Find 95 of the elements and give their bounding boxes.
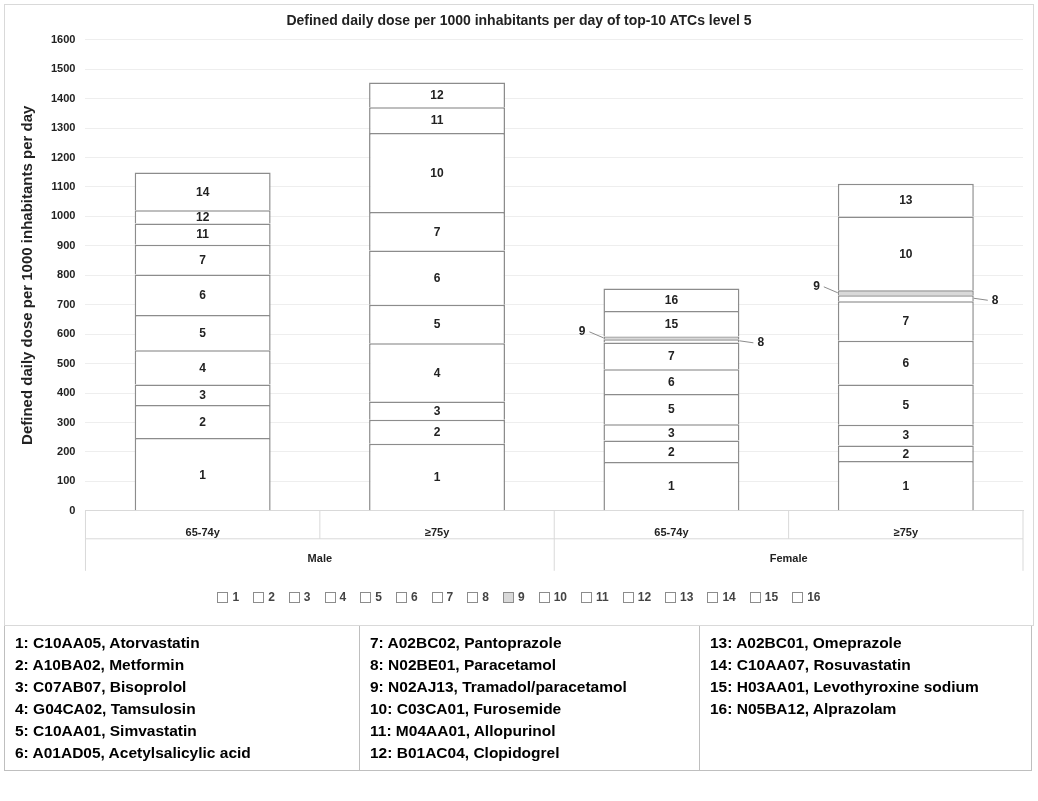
text: 12: B01AC04, Clopidogrel (370, 743, 561, 763)
text: 8 (991, 292, 999, 307)
text: 16: N05BA12, Alprazolam (710, 699, 898, 719)
text: 9: N02AJ13, Tramadol/paracetamol (370, 677, 628, 697)
y-tick-label: 400 (57, 386, 76, 399)
text: 5 (199, 326, 207, 341)
text: 7: A02BC02, Pantoprazole (370, 633, 563, 653)
text: 1 (199, 467, 207, 482)
legend-label: 9 (517, 590, 525, 604)
series-label: 14 (195, 184, 210, 199)
text: 3 (433, 404, 441, 419)
y-tick-label: 500 (57, 356, 76, 369)
series-label: 10 (899, 246, 913, 261)
series-label: 3 (668, 425, 676, 440)
series-label: 16 (664, 293, 679, 308)
text: 1: C10AA05, Atorvastatin (15, 633, 201, 653)
text: 3 (199, 388, 207, 403)
text: 7 (199, 252, 207, 267)
series-label: 11 (196, 227, 210, 242)
series-label: 8 (757, 335, 765, 350)
text: 2 (199, 414, 207, 429)
series-label: 5 (668, 402, 676, 417)
y-tick-label: 600 (57, 327, 76, 340)
series-label: 7 (668, 349, 676, 364)
text: 11 (596, 590, 609, 604)
text: 12 (637, 590, 652, 604)
text: 6 (410, 590, 418, 604)
y-tick-label: 1400 (50, 91, 76, 104)
text: 1 (433, 470, 441, 485)
y-tick-label: 0 (69, 503, 76, 516)
series-label: 12 (195, 210, 210, 225)
text: 5 (902, 397, 910, 412)
series-label: 4 (199, 360, 207, 375)
text: 5 (375, 590, 382, 604)
text: 11 (430, 113, 444, 128)
y-tick-label: 300 (57, 415, 76, 428)
text: 6 (902, 355, 910, 370)
y-tick-label: 200 (57, 444, 76, 457)
text: 3: C07AB07, Bisoprolol (15, 677, 188, 697)
x-tick-label: ≥75y (424, 526, 451, 539)
text: 4: G04CA02, Tamsulosin (15, 699, 197, 719)
y-tick-label: 1300 (50, 121, 76, 134)
x-tick-label: 65-74y (654, 526, 690, 539)
text: 2: A10BA02, Metformin (15, 655, 186, 675)
x-tick-label: 65-74y (185, 526, 221, 539)
text: Female (769, 551, 808, 564)
text: 7 (902, 314, 910, 329)
text: 15: H03AA01, Levothyroxine sodium (710, 677, 980, 697)
y-tick-label: 1600 (50, 32, 76, 45)
text: 6 (199, 288, 207, 303)
y-tick-label: 900 (57, 238, 76, 251)
text: 11: M04AA01, Allopurinol (370, 721, 557, 741)
text: 16 (807, 590, 821, 604)
chart-title: Defined daily dose per 1000 inhabitants per day of top-10 ATCs level 5 (286, 12, 752, 29)
series-label: 6 (668, 374, 676, 389)
text: 7 (446, 590, 454, 604)
text: Male (307, 551, 333, 564)
text: 7 (433, 224, 441, 239)
series-label: 2 (902, 446, 910, 461)
text: 10: C03CA01, Furosemide (370, 699, 563, 719)
y-tick-label: 700 (57, 297, 76, 310)
text: 10 (553, 590, 568, 604)
text: 3 (303, 590, 311, 604)
y-tick-label: 1200 (50, 150, 76, 163)
text: 14: C10AA07, Rosuvastatin (710, 655, 912, 675)
text: 14 (722, 590, 736, 604)
series-label: 1 (668, 479, 676, 494)
text: 3 (902, 428, 910, 443)
text: 13: A02BC01, Omeprazole (710, 633, 903, 653)
y-tick-label: 1500 (50, 62, 76, 75)
text: 6 (433, 270, 441, 285)
y-tick-label: 1000 (50, 209, 76, 222)
series-label: 15 (664, 317, 679, 332)
text: 1 (902, 478, 910, 493)
text: 6: A01AD05, Acetylsalicylic acid (15, 743, 252, 763)
text: 4 (339, 590, 347, 604)
y-tick-label: 800 (57, 268, 76, 281)
text: 9 (813, 279, 820, 294)
text: 5 (433, 317, 441, 332)
text: 5: C10AA01, Simvastatin (15, 721, 198, 741)
y-axis-title: Defined daily dose per 1000 inhabitants per day (18, 105, 36, 445)
text: 13 (680, 590, 694, 604)
x-tick-label: ≥75y (893, 526, 919, 539)
text: 15 (764, 590, 779, 604)
text: 4 (433, 365, 441, 380)
y-tick-label: 1100 (51, 180, 76, 193)
y-tick-label: 100 (57, 474, 76, 487)
series-label: 13 (899, 193, 913, 208)
text: 12 (430, 88, 444, 103)
text: 10 (430, 165, 444, 180)
text: 2 (668, 444, 675, 459)
text: 8: N02BE01, Paracetamol (370, 655, 558, 675)
text: 2 (433, 425, 441, 440)
text: 9 (578, 324, 586, 339)
text: 8 (482, 590, 489, 604)
